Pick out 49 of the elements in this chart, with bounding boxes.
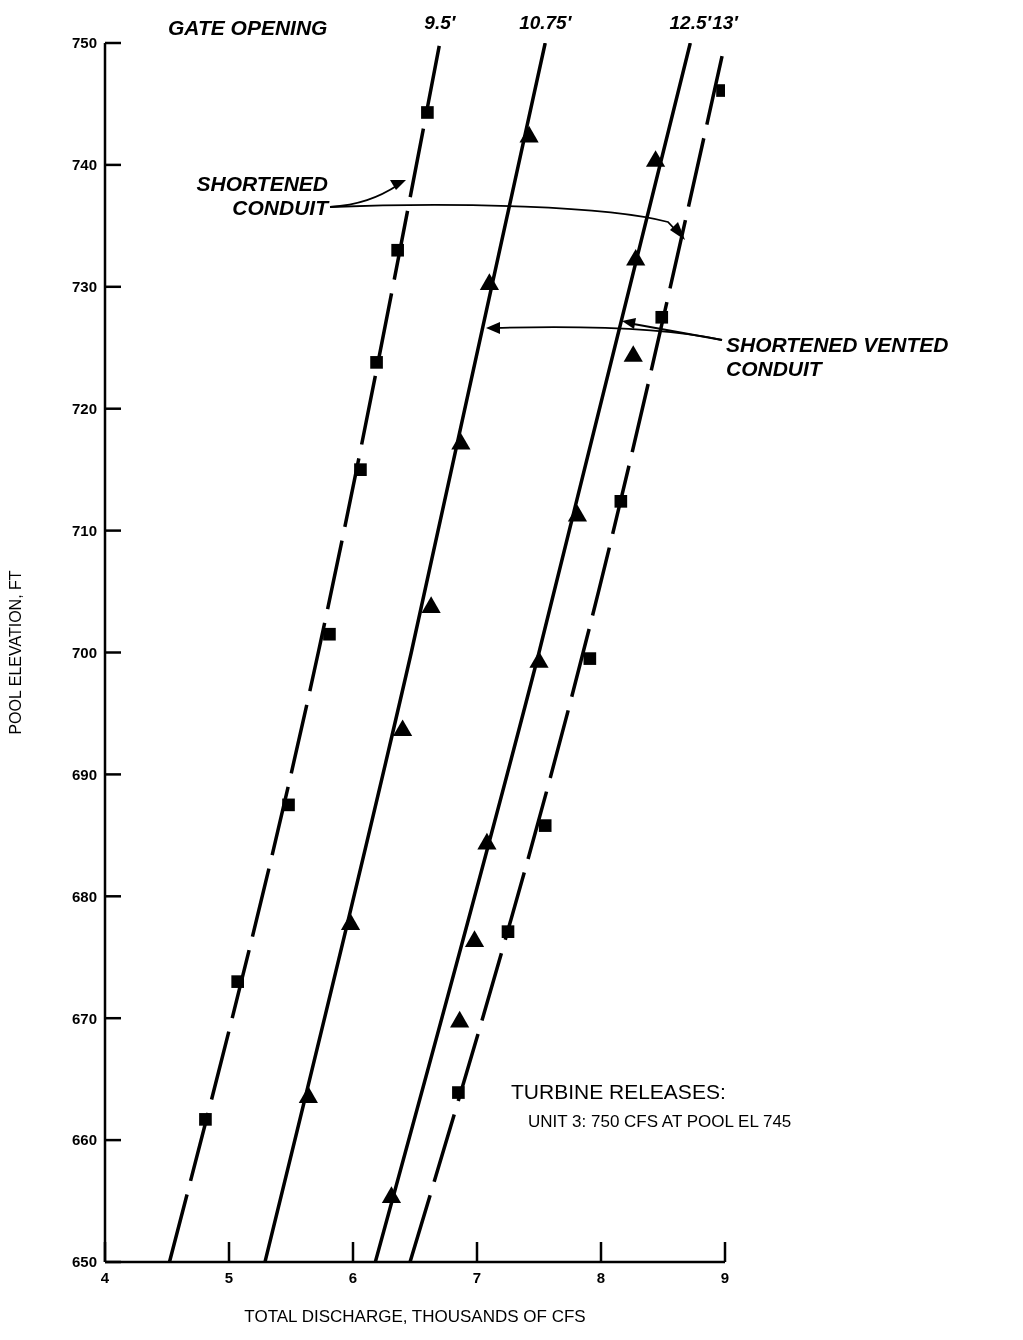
point — [340, 913, 361, 930]
point — [392, 719, 413, 737]
x-tick-label: 8 — [596, 1268, 606, 1286]
y-tick-label: 680 — [71, 887, 97, 905]
point — [645, 150, 666, 167]
point — [298, 1086, 318, 1103]
point — [323, 627, 336, 641]
x-tick-label: 9 — [720, 1268, 730, 1286]
annotation: SHORTENED CONDUIT — [195, 172, 328, 220]
y-tick-label: 720 — [71, 400, 97, 418]
point — [421, 106, 434, 119]
point — [626, 248, 646, 266]
y-tick-label: 670 — [71, 1009, 97, 1027]
point — [477, 832, 497, 850]
x-tick-label: 7 — [472, 1268, 482, 1286]
y-tick-label: 730 — [71, 278, 97, 296]
y-tick-label: 650 — [71, 1253, 97, 1271]
point — [381, 1186, 402, 1203]
legend-title: GATE OPENING — [168, 16, 328, 40]
point — [421, 596, 441, 613]
y-tick-label: 690 — [71, 765, 97, 783]
point — [464, 930, 485, 947]
point — [567, 504, 588, 522]
x-tick-label: 4 — [100, 1268, 110, 1286]
point — [479, 273, 500, 290]
y-tick-label: 750 — [71, 34, 97, 52]
series-label: 12.5′ — [669, 12, 713, 33]
point — [451, 432, 471, 450]
point — [450, 1010, 470, 1028]
series-label: 10.75′ — [519, 12, 573, 33]
x-axis-title: TOTAL DISCHARGE, THOUSANDS OF CFS — [244, 1307, 586, 1326]
series-label: 13′ — [712, 12, 740, 33]
point — [623, 345, 643, 362]
annotation: UNIT 3: 750 CFS AT POOL EL 745 — [528, 1112, 792, 1132]
point — [519, 125, 539, 143]
text: SHORTENED VENTED CONDUIT — [726, 333, 950, 381]
point — [391, 243, 404, 257]
x-tick-label: 6 — [348, 1268, 358, 1286]
point — [529, 651, 549, 668]
x-tick-label: 5 — [224, 1268, 234, 1286]
y-tick-label: 740 — [71, 156, 97, 174]
point — [354, 463, 367, 476]
series-label: 9.5′ — [424, 12, 457, 33]
y-tick-label: 660 — [71, 1131, 97, 1149]
y-tick-label: 700 — [71, 643, 97, 661]
annotation: TURBINE RELEASES: — [511, 1080, 726, 1104]
y-axis-title: POOL ELEVATION, FT — [6, 570, 24, 735]
point — [370, 356, 383, 369]
y-tick-label: 710 — [71, 521, 97, 539]
